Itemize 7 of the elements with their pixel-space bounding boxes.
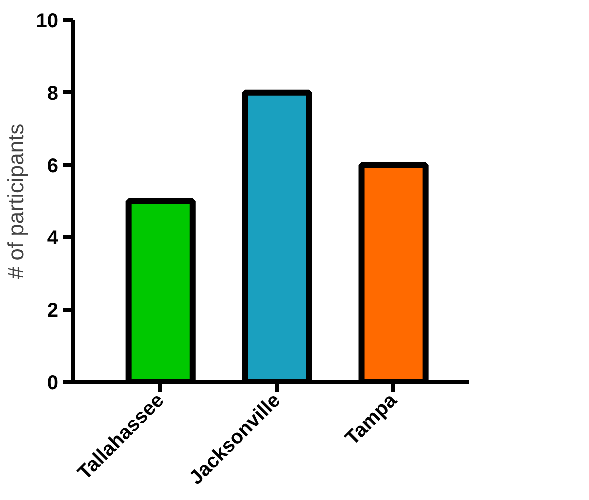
y-tick-label: 8 bbox=[47, 82, 58, 105]
y-tick-label: 4 bbox=[47, 228, 60, 250]
y-tick-label: 0 bbox=[47, 372, 58, 394]
y-tick-label: 6 bbox=[47, 155, 58, 178]
y-axis-title: # of participants bbox=[3, 124, 28, 280]
y-tick-label: 2 bbox=[47, 300, 58, 322]
y-tick-label: 10 bbox=[36, 10, 59, 32]
